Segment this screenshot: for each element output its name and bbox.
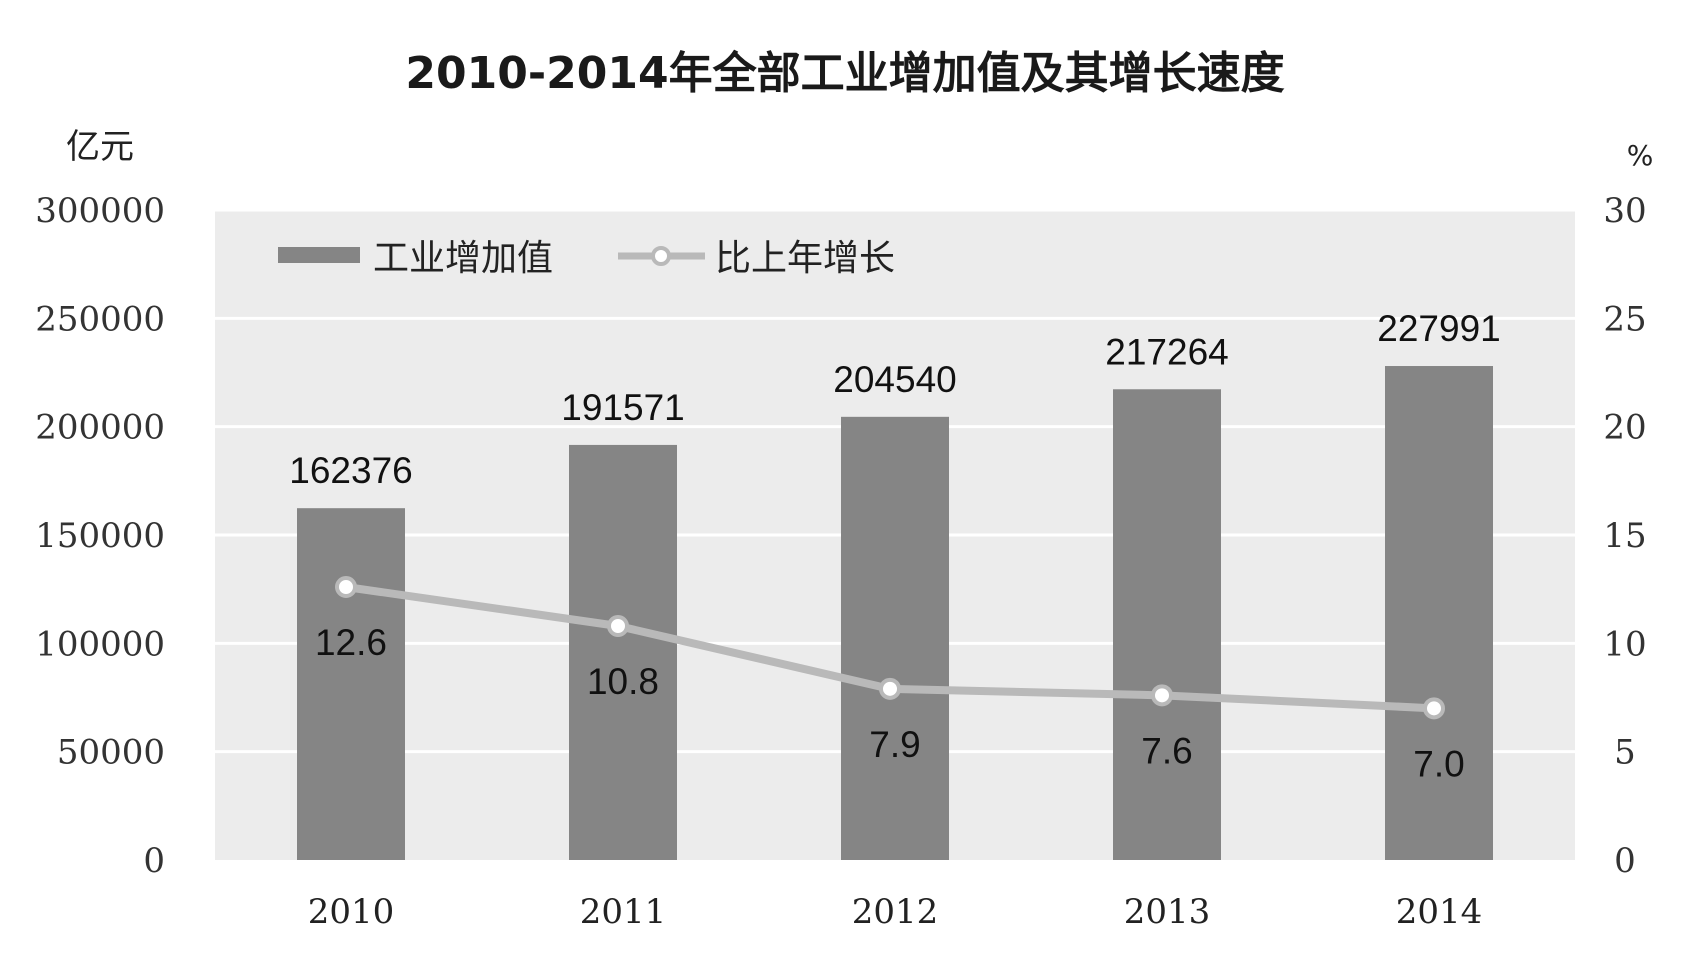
right-tick-label: 30 xyxy=(1603,191,1646,231)
bar-value-label: 204540 xyxy=(833,359,956,400)
growth-point xyxy=(335,576,357,598)
right-axis-ticks: 0 5 10 15 20 25 30 xyxy=(1603,191,1646,881)
x-tick-label: 2012 xyxy=(852,892,939,932)
right-tick-label: 20 xyxy=(1603,408,1646,448)
growth-value-label: 12.6 xyxy=(315,622,387,663)
legend-line-label: 比上年增长 xyxy=(715,238,895,279)
right-tick-label: 5 xyxy=(1614,733,1636,773)
line-data-labels: 12.6 10.8 7.9 7.6 7.0 xyxy=(315,622,1465,784)
bar-value-label: 162376 xyxy=(289,450,412,491)
bar-series xyxy=(297,366,1493,860)
legend-bar-swatch xyxy=(278,247,360,263)
left-tick-label: 100000 xyxy=(35,624,165,664)
bar xyxy=(841,416,949,860)
bar xyxy=(297,508,405,860)
left-tick-label: 200000 xyxy=(35,408,165,448)
bar xyxy=(569,444,677,860)
legend: 工业增加值 比上年增长 xyxy=(278,238,895,279)
growth-point xyxy=(607,615,629,637)
right-tick-label: 10 xyxy=(1603,624,1646,664)
x-tick-label: 2010 xyxy=(308,892,395,932)
bar xyxy=(1113,389,1221,860)
growth-value-label: 7.0 xyxy=(1413,743,1464,784)
bar-value-label: 227991 xyxy=(1377,308,1500,349)
growth-point xyxy=(1151,684,1173,707)
right-axis-unit: % xyxy=(1627,139,1654,172)
left-tick-label: 150000 xyxy=(35,516,165,556)
x-tick-label: 2011 xyxy=(580,892,667,932)
left-axis-unit: 亿元 xyxy=(66,127,134,167)
bar-value-label: 217264 xyxy=(1105,331,1228,372)
bar-data-labels: 162376 191571 204540 217264 227991 xyxy=(289,308,1500,491)
left-tick-label: 50000 xyxy=(57,733,165,773)
right-tick-label: 15 xyxy=(1603,516,1646,556)
growth-point xyxy=(879,677,901,700)
x-tick-label: 2014 xyxy=(1396,892,1483,932)
growth-point xyxy=(1423,697,1445,720)
left-tick-label: 250000 xyxy=(35,299,165,339)
x-axis-ticks: 2010 2011 2012 2013 2014 xyxy=(308,892,1483,932)
x-tick-label: 2013 xyxy=(1124,892,1211,932)
growth-value-label: 7.9 xyxy=(869,724,920,765)
right-tick-label: 0 xyxy=(1614,841,1636,881)
left-tick-label: 300000 xyxy=(35,191,165,231)
legend-bar-label: 工业增加值 xyxy=(373,238,553,279)
left-axis-ticks: 0 50000 100000 150000 200000 250000 300000 xyxy=(35,191,165,881)
bar-value-label: 191571 xyxy=(561,387,684,428)
right-tick-label: 25 xyxy=(1603,299,1646,339)
growth-value-label: 7.6 xyxy=(1141,730,1192,771)
growth-value-label: 10.8 xyxy=(587,661,659,702)
bar xyxy=(1385,366,1493,860)
line-series xyxy=(335,576,1445,720)
left-tick-label: 0 xyxy=(143,841,165,881)
chart-title: 2010-2014年全部工业增加值及其增长速度 xyxy=(405,48,1284,99)
legend-line-marker xyxy=(651,246,671,266)
